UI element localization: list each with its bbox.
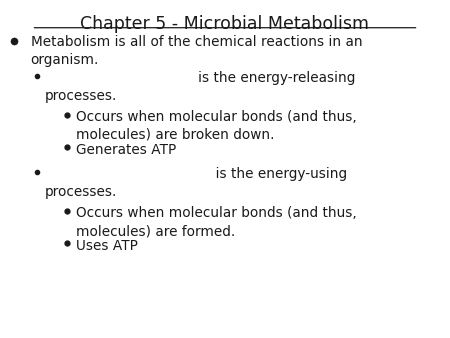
Text: Chapter 5 - Microbial Metabolism: Chapter 5 - Microbial Metabolism	[81, 15, 369, 33]
Text: Occurs when molecular bonds (and thus,
molecules) are broken down.: Occurs when molecular bonds (and thus, m…	[76, 110, 356, 142]
Text: Occurs when molecular bonds (and thus,
molecules) are formed.: Occurs when molecular bonds (and thus, m…	[76, 206, 356, 238]
Text: is the energy-releasing
processes.: is the energy-releasing processes.	[45, 71, 356, 103]
Text: Generates ATP: Generates ATP	[76, 143, 176, 156]
Text: is the energy-using
processes.: is the energy-using processes.	[45, 167, 347, 199]
Text: Metabolism is all of the chemical reactions in an
organism.: Metabolism is all of the chemical reacti…	[31, 35, 362, 67]
Text: Uses ATP: Uses ATP	[76, 239, 138, 253]
